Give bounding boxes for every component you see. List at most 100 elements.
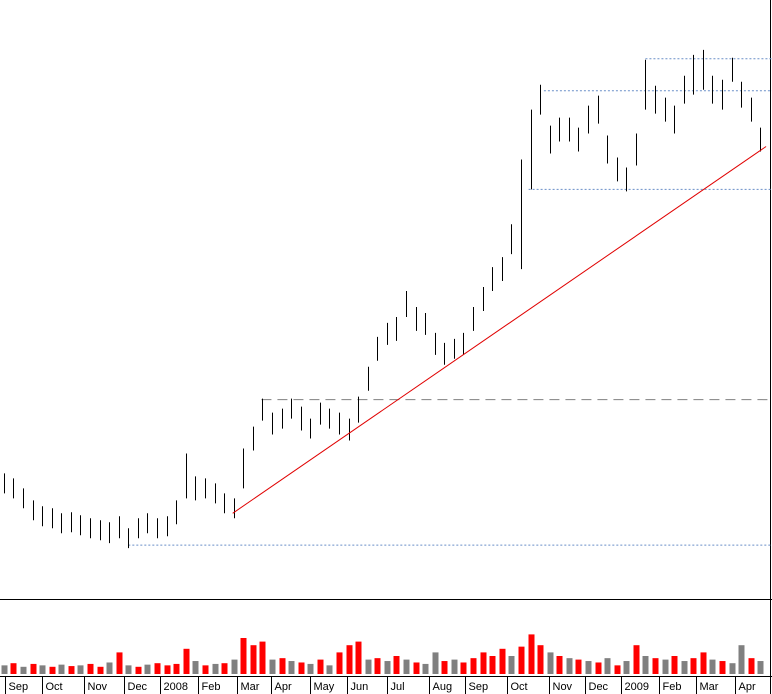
volume-bar <box>374 658 381 674</box>
x-tick-label: Dec <box>128 681 148 693</box>
volume-bar <box>1 665 8 674</box>
x-tick-label: May <box>314 681 335 693</box>
volume-bar <box>30 663 37 674</box>
volume-bar <box>106 662 113 674</box>
volume-bar <box>97 666 104 674</box>
volume-bar <box>575 659 582 674</box>
volume-bar <box>480 652 487 674</box>
volume-bar <box>451 659 458 674</box>
volume-bar <box>10 663 17 674</box>
volume-bar <box>518 646 525 674</box>
volume-bar <box>384 661 391 674</box>
volume-bar <box>221 663 228 674</box>
volume-bar <box>709 659 716 674</box>
x-tick-label: Feb <box>663 681 682 693</box>
volume-bar <box>738 645 745 674</box>
volume-bar <box>403 659 410 674</box>
x-tick-label: 2008 <box>164 681 188 693</box>
volume-bar <box>499 648 506 674</box>
volume-bar <box>662 659 669 674</box>
volume-bar <box>633 645 640 674</box>
volume-bar <box>144 664 151 674</box>
volume-bar <box>20 666 27 674</box>
x-tick-label: Apr <box>275 681 292 693</box>
volume-bar <box>441 661 448 674</box>
volume-bar <box>317 659 324 674</box>
volume-bar <box>298 662 305 674</box>
volume-bar <box>537 645 544 674</box>
trendline <box>232 146 767 514</box>
volume-bar <box>508 656 515 674</box>
volume-bar <box>642 656 649 674</box>
volume-bar <box>547 652 554 674</box>
volume-bar <box>240 638 247 674</box>
volume-bar <box>729 663 736 674</box>
volume-bar <box>183 648 190 674</box>
x-tick-label: Jun <box>351 681 369 693</box>
volume-bar <box>68 666 75 674</box>
volume-bar <box>413 662 420 674</box>
volume-bar <box>116 652 123 674</box>
x-tick-label: Mar <box>700 681 719 693</box>
volume-bar <box>422 663 429 674</box>
volume-bar <box>250 645 257 674</box>
volume-bar <box>154 663 161 674</box>
volume-bar <box>346 645 353 674</box>
volume-bar <box>671 656 678 674</box>
volume-bar <box>259 641 266 674</box>
x-tick-label: Jul <box>391 681 405 693</box>
volume-bar <box>125 665 132 674</box>
x-tick-label: 2009 <box>625 681 649 693</box>
x-tick-label: Oct <box>46 681 63 693</box>
volume-bar <box>595 662 602 674</box>
volume-bar <box>307 663 314 674</box>
volume-bar <box>489 656 496 674</box>
volume-bar <box>719 661 726 674</box>
x-tick-label: Feb <box>202 681 221 693</box>
volume-bar <box>623 661 630 674</box>
volume-bar <box>460 662 467 674</box>
volume-bar <box>269 659 276 674</box>
volume-bar <box>212 663 219 674</box>
x-tick-label: Mar <box>241 681 260 693</box>
volume-bar <box>365 659 372 674</box>
volume-bar <box>39 665 46 674</box>
volume-bar <box>652 658 659 674</box>
volume-bar <box>566 658 573 674</box>
volume-bar <box>87 663 94 674</box>
x-tick-label: Aug <box>433 681 453 693</box>
volume-bar <box>748 658 755 674</box>
volume-bar <box>681 661 688 674</box>
x-tick-label: Dec <box>589 681 609 693</box>
volume-bar <box>173 663 180 674</box>
volume-bar <box>393 656 400 674</box>
volume-bar <box>288 661 295 674</box>
x-tick-label: Sep <box>9 681 29 693</box>
volume-bar <box>585 661 592 674</box>
volume-bar <box>757 661 764 674</box>
volume-bar <box>135 666 142 674</box>
x-tick-label: Oct <box>511 681 528 693</box>
volume-bar <box>470 658 477 674</box>
volume-bar <box>336 652 343 674</box>
volume-bar <box>604 658 611 674</box>
x-tick-label: Nov <box>88 681 108 693</box>
volume-bar <box>202 665 209 674</box>
volume-bar <box>614 665 621 674</box>
volume-bar <box>700 652 707 674</box>
volume-bar <box>192 661 199 674</box>
volume-bar <box>231 659 238 674</box>
x-tick-label: Nov <box>553 681 573 693</box>
volume-bar <box>58 664 65 674</box>
volume-bar <box>690 658 697 674</box>
volume-bar <box>556 656 563 674</box>
volume-bar <box>355 641 362 674</box>
volume-bar <box>164 665 171 674</box>
x-tick-label: Sep <box>469 681 489 693</box>
volume-bar <box>432 652 439 674</box>
volume-bar <box>326 665 333 674</box>
volume-bar <box>77 665 84 674</box>
volume-bar <box>49 666 56 674</box>
